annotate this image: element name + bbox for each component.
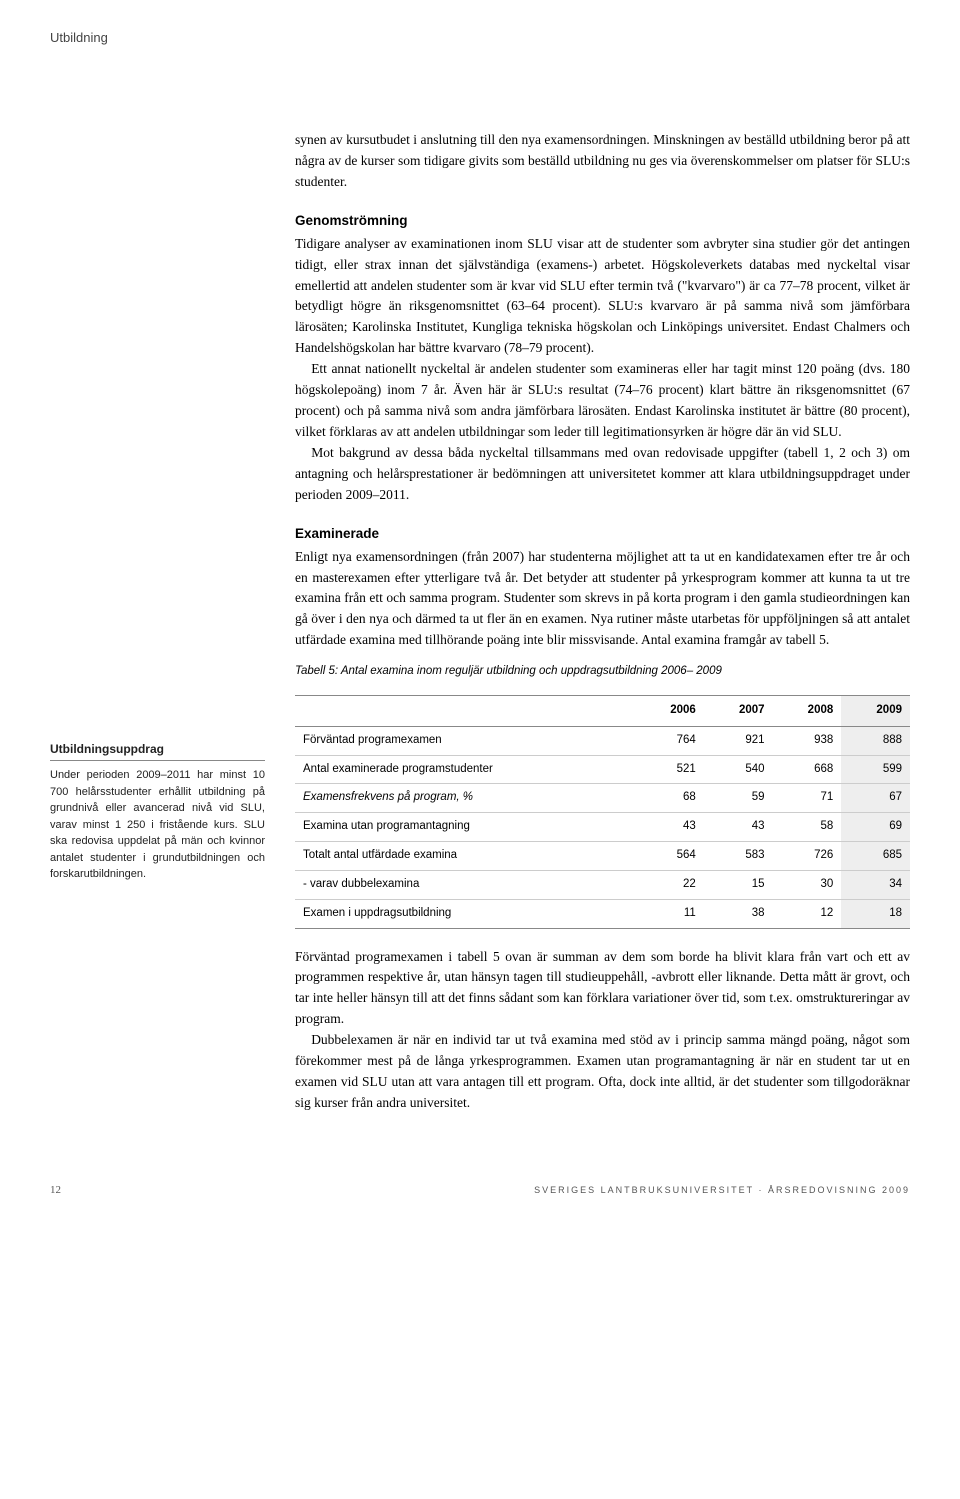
table-cell: Förväntad programexamen (295, 726, 635, 755)
table-cell: Examen i uppdragsutbildning (295, 899, 635, 928)
page-header: Utbildning (50, 30, 910, 45)
table-header-row: 2006 2007 2008 2009 (295, 696, 910, 727)
main-content: synen av kursutbudet i anslutning till d… (295, 130, 910, 1114)
table-cell: Examensfrekvens på program, % (295, 784, 635, 813)
table-cell: 43 (635, 813, 704, 842)
footer-text: SVERIGES LANTBRUKSUNIVERSITET · ÅRSREDOV… (534, 1185, 910, 1195)
table-cell: Antal examinerade programstudenter (295, 755, 635, 784)
section-heading-genomstromning: Genomströmning (295, 211, 910, 232)
table-cell: 583 (704, 842, 773, 871)
sidebar-body: Under perioden 2009–2011 har minst 10 70… (50, 767, 265, 883)
table-cell: 69 (841, 813, 910, 842)
table-header-cell (295, 696, 635, 727)
table-cell: 34 (841, 870, 910, 899)
table-row: Examensfrekvens på program, %68597167 (295, 784, 910, 813)
sidebar: Utbildningsuppdrag Under perioden 2009–2… (50, 130, 265, 1114)
table-cell: 58 (773, 813, 842, 842)
section-heading-examinerade: Examinerade (295, 524, 910, 545)
table-row: Totalt antal utfärdade examina5645837266… (295, 842, 910, 871)
table-cell: 38 (704, 899, 773, 928)
intro-paragraph: synen av kursutbudet i anslutning till d… (295, 130, 910, 193)
table-header-cell: 2006 (635, 696, 704, 727)
table-cell: 921 (704, 726, 773, 755)
body-paragraph: Förväntad programexamen i tabell 5 ovan … (295, 947, 910, 1031)
table-cell: 67 (841, 784, 910, 813)
table-cell: 599 (841, 755, 910, 784)
table-header-cell: 2008 (773, 696, 842, 727)
table-cell: 30 (773, 870, 842, 899)
table-cell: 71 (773, 784, 842, 813)
table-cell: 540 (704, 755, 773, 784)
table-row: Examina utan programantagning43435869 (295, 813, 910, 842)
table-cell: 764 (635, 726, 704, 755)
sidebar-title: Utbildningsuppdrag (50, 740, 265, 761)
body-paragraph: Enligt nya examensordningen (från 2007) … (295, 547, 910, 652)
table-row: Antal examinerade programstudenter521540… (295, 755, 910, 784)
table-cell: 12 (773, 899, 842, 928)
table-cell: 59 (704, 784, 773, 813)
table-cell: 521 (635, 755, 704, 784)
page-number: 12 (50, 1184, 61, 1196)
table-cell: Examina utan programantagning (295, 813, 635, 842)
table-cell: 11 (635, 899, 704, 928)
table-header-cell: 2009 (841, 696, 910, 727)
table-row: - varav dubbelexamina22153034 (295, 870, 910, 899)
table-cell: 938 (773, 726, 842, 755)
table-cell: Totalt antal utfärdade examina (295, 842, 635, 871)
body-paragraph: Tidigare analyser av examinationen inom … (295, 234, 910, 360)
body-paragraph: Ett annat nationellt nyckeltal är andele… (295, 359, 910, 443)
table-cell: 18 (841, 899, 910, 928)
examina-table: 2006 2007 2008 2009 Förväntad programexa… (295, 695, 910, 929)
body-paragraph: Dubbelexamen är när en individ tar ut tv… (295, 1030, 910, 1114)
table-header-cell: 2007 (704, 696, 773, 727)
page-footer: 12 SVERIGES LANTBRUKSUNIVERSITET · ÅRSRE… (50, 1184, 910, 1196)
table-cell: 668 (773, 755, 842, 784)
table-cell: 726 (773, 842, 842, 871)
body-paragraph: Mot bakgrund av dessa båda nyckeltal til… (295, 443, 910, 506)
table-cell: 22 (635, 870, 704, 899)
table-caption: Tabell 5: Antal examina inom reguljär ut… (295, 663, 910, 681)
table-row: Förväntad programexamen764921938888 (295, 726, 910, 755)
table-row: Examen i uppdragsutbildning11381218 (295, 899, 910, 928)
table-cell: 888 (841, 726, 910, 755)
table-cell: 68 (635, 784, 704, 813)
table-cell: - varav dubbelexamina (295, 870, 635, 899)
table-cell: 564 (635, 842, 704, 871)
table-cell: 685 (841, 842, 910, 871)
table-cell: 43 (704, 813, 773, 842)
table-cell: 15 (704, 870, 773, 899)
